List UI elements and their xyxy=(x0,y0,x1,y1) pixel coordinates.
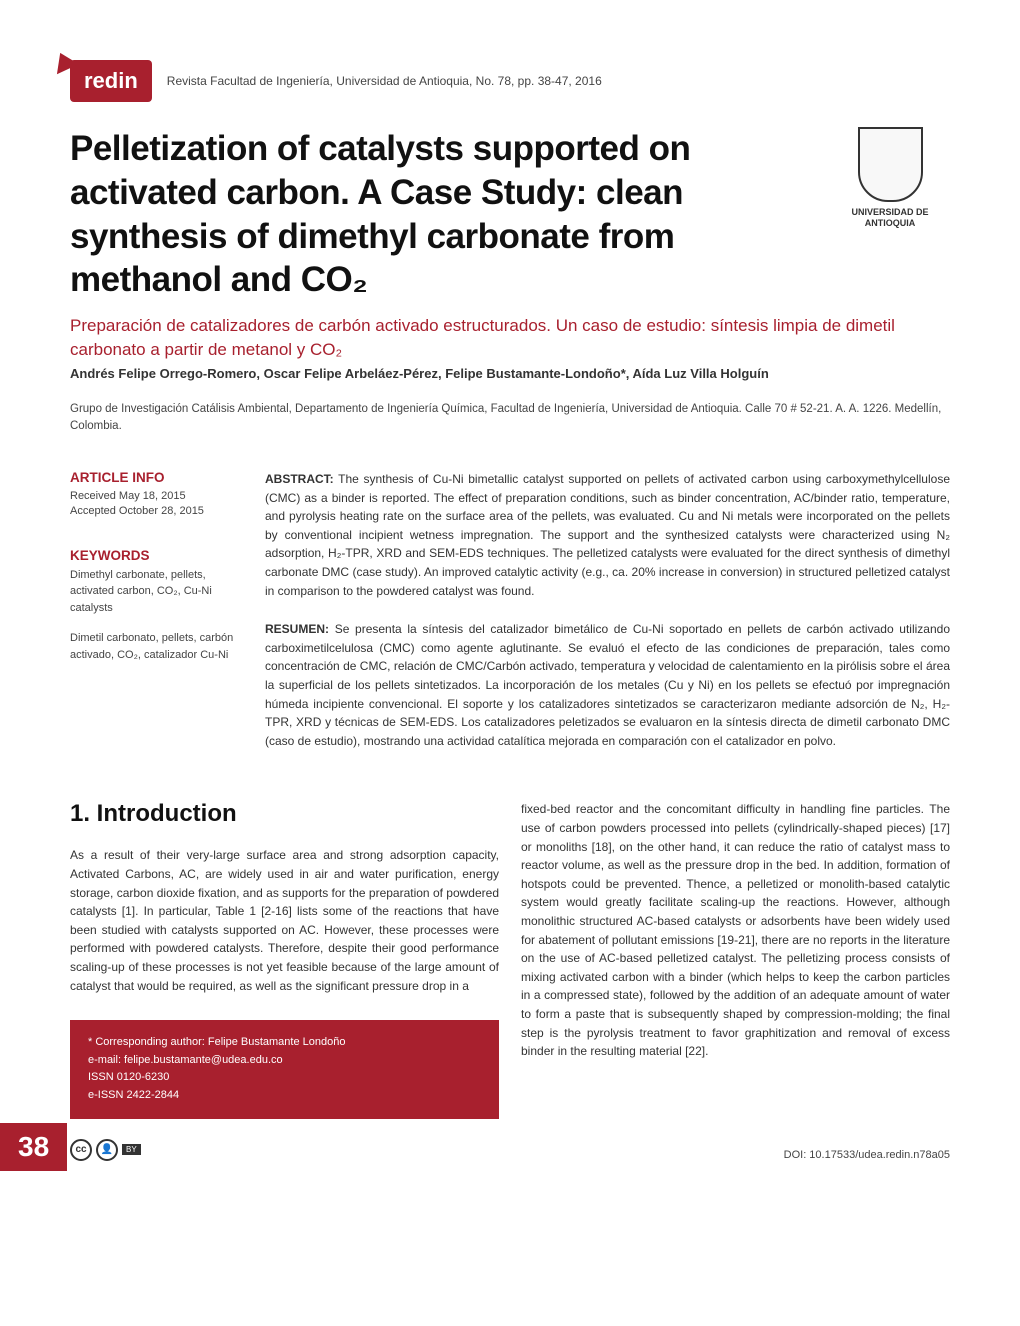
body-column-right: fixed-bed reactor and the concomitant di… xyxy=(521,800,950,1118)
issn: ISSN 0120-6230 xyxy=(88,1069,481,1087)
page-number: 38 xyxy=(0,1123,67,1171)
left-sidebar: ARTICLE INFO Received May 18, 2015 Accep… xyxy=(70,470,240,770)
doi: DOI: 10.17533/udea.redin.n78a05 xyxy=(784,1149,950,1161)
introduction-heading: 1. Introduction xyxy=(70,800,499,828)
intro-paragraph-1: As a result of their very-large surface … xyxy=(70,846,499,995)
article-info-label: ARTICLE INFO xyxy=(70,470,240,485)
header: redin Revista Facultad de Ingeniería, Un… xyxy=(70,60,950,102)
university-logo: UNIVERSIDAD DE ANTIOQUIA xyxy=(830,127,950,229)
abstract-label-en: ABSTRACT: xyxy=(265,472,334,486)
received-date: Received May 18, 2015 xyxy=(70,489,240,504)
authors-line: Andrés Felipe Orrego-Romero, Oscar Felip… xyxy=(70,366,950,381)
article-subtitle-spanish: Preparación de catalizadores de carbón a… xyxy=(70,314,950,362)
article-page: redin Revista Facultad de Ingeniería, Un… xyxy=(0,0,1020,1191)
abstract-english: ABSTRACT: The synthesis of Cu-Ni bimetal… xyxy=(265,470,950,600)
title-row: Pelletization of catalysts supported on … xyxy=(70,127,950,302)
corresponding-email: e-mail: felipe.bustamante@udea.edu.co xyxy=(88,1052,481,1070)
keywords-english: Dimethyl carbonate, pellets, activated c… xyxy=(70,567,240,617)
corresponding-author-box: * Corresponding author: Felipe Bustamant… xyxy=(70,1020,499,1118)
article-info-dates: Received May 18, 2015 Accepted October 2… xyxy=(70,489,240,520)
article-title: Pelletization of catalysts supported on … xyxy=(70,127,810,302)
by-icon: 👤 xyxy=(96,1139,118,1161)
eissn: e-ISSN 2422-2844 xyxy=(88,1087,481,1105)
cc-icon: cc xyxy=(70,1139,92,1161)
journal-logo: redin xyxy=(70,60,152,102)
info-abstract-block: ARTICLE INFO Received May 18, 2015 Accep… xyxy=(70,470,950,770)
corresponding-author: * Corresponding author: Felipe Bustamant… xyxy=(88,1034,481,1052)
keywords-spanish: Dimetil carbonato, pellets, carbón activ… xyxy=(70,630,240,663)
intro-paragraph-2: fixed-bed reactor and the concomitant di… xyxy=(521,800,950,1060)
abstract-label-es: RESUMEN: xyxy=(265,622,329,636)
abstract-spanish: RESUMEN: Se presenta la síntesis del cat… xyxy=(265,620,950,750)
accepted-date: Accepted October 28, 2015 xyxy=(70,504,240,519)
body-column-left: 1. Introduction As a result of their ver… xyxy=(70,800,499,1118)
footer: cc 👤 BY DOI: 10.17533/udea.redin.n78a05 xyxy=(70,1139,950,1161)
logo-wing-icon xyxy=(49,48,78,74)
journal-reference: Revista Facultad de Ingeniería, Universi… xyxy=(167,74,602,88)
university-name: UNIVERSIDAD DE ANTIOQUIA xyxy=(830,207,950,229)
cc-license-badge: cc 👤 BY xyxy=(70,1139,141,1161)
by-label: BY xyxy=(122,1144,141,1155)
keywords-label: KEYWORDS xyxy=(70,548,240,563)
body-columns: 1. Introduction As a result of their ver… xyxy=(70,800,950,1118)
abstract-column: ABSTRACT: The synthesis of Cu-Ni bimetal… xyxy=(265,470,950,770)
shield-icon xyxy=(858,127,923,202)
logo-text: redin xyxy=(84,68,138,93)
abstract-text-en: The synthesis of Cu-Ni bimetallic cataly… xyxy=(265,472,950,598)
affiliation: Grupo de Investigación Catálisis Ambient… xyxy=(70,401,950,436)
abstract-text-es: Se presenta la síntesis del catalizador … xyxy=(265,622,950,748)
